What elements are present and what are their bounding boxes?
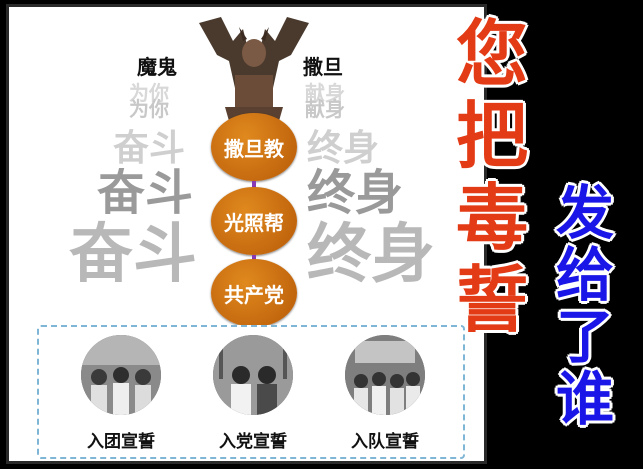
oath-photo-party	[213, 335, 293, 415]
right-phrase-3: 终身	[307, 128, 380, 169]
chain-arrow-shaft	[252, 181, 256, 191]
oath-photos-box: 入团宣誓 入党宣誓 入队宣誓	[37, 325, 465, 459]
left-phrase-2: 为你	[129, 97, 169, 121]
chain-node-illuminati: 光照帮	[211, 187, 297, 255]
right-panel: 您 把 毒 誓 发 给 了 谁	[456, 4, 640, 464]
left-phrase-5: 奋斗	[69, 218, 197, 292]
right-phrase-2: 献身	[305, 97, 345, 121]
left-phrase-3: 奋斗	[113, 128, 186, 169]
subline-char-4: 谁	[556, 365, 615, 433]
headline-char-1: 您	[456, 12, 529, 96]
left-panel: 魔鬼 撒旦 为你 为你 奋斗 奋斗 奋斗 献身 献身 终身 终身 终身 撒旦教 …	[6, 4, 487, 464]
headline-char-4: 誓	[456, 258, 529, 342]
subline-char-1: 发	[556, 179, 615, 247]
oath-caption-pioneers: 入队宣誓	[351, 432, 419, 452]
left-phrase-1: 为你	[129, 81, 169, 105]
right-phrase-1: 献身	[305, 81, 345, 105]
subline-char-2: 给	[556, 241, 615, 309]
oath-caption-party: 入党宣誓	[219, 432, 287, 452]
headline-char-3: 毒	[456, 176, 529, 260]
right-phrase-5: 终身	[307, 218, 435, 292]
demon-label: 魔鬼	[137, 55, 177, 79]
headline-char-2: 把	[456, 94, 529, 178]
subline-char-3: 了	[556, 303, 615, 371]
satan-label: 撒旦	[303, 55, 343, 79]
demon-statue-image	[199, 17, 309, 121]
left-phrase-4: 奋斗	[97, 165, 194, 221]
oath-photo-league	[81, 335, 161, 415]
right-phrase-4: 终身	[307, 165, 404, 221]
oath-photo-pioneers	[345, 335, 425, 415]
chain-node-ccp: 共产党	[211, 259, 297, 327]
oath-caption-league: 入团宣誓	[87, 432, 155, 452]
chain-node-satanism: 撒旦教	[211, 113, 297, 181]
